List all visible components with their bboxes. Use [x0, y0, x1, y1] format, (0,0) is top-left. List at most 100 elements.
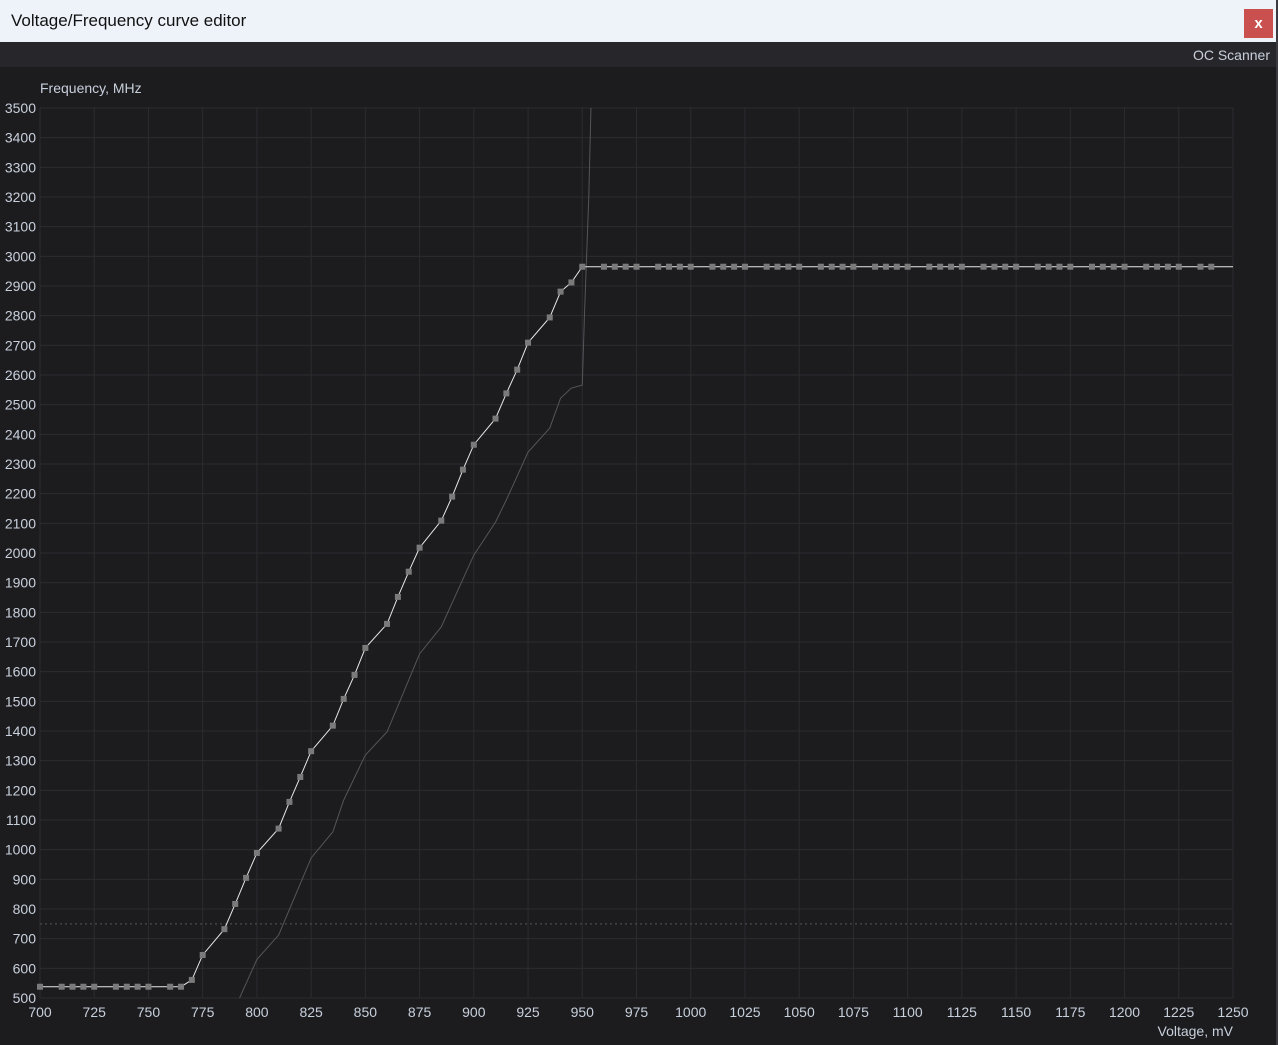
- curve-point[interactable]: [774, 263, 781, 270]
- curve-point[interactable]: [525, 339, 532, 346]
- vf-curve-chart[interactable]: 700 725 750 775 800 825 850 875 900 925 950 975 1000…: [0, 67, 1276, 1045]
- curve-point[interactable]: [492, 415, 499, 422]
- curve-point[interactable]: [351, 671, 358, 678]
- curve-point[interactable]: [676, 263, 683, 270]
- curve-point[interactable]: [221, 926, 228, 933]
- curve-point[interactable]: [188, 976, 195, 983]
- curve-point[interactable]: [731, 263, 738, 270]
- curve-point[interactable]: [58, 983, 65, 990]
- y-tick-label: 3500: [5, 100, 36, 116]
- close-button[interactable]: x: [1244, 9, 1273, 38]
- y-tick-label: 2000: [5, 545, 36, 561]
- curve-point[interactable]: [948, 263, 955, 270]
- curve-point[interactable]: [763, 263, 770, 270]
- x-tick-label: 1175: [1055, 1004, 1085, 1020]
- x-tick-label: 775: [191, 1004, 215, 1020]
- curve-point[interactable]: [611, 263, 618, 270]
- curve-point[interactable]: [69, 983, 76, 990]
- x-tick-label: 1100: [893, 1004, 923, 1020]
- curve-point[interactable]: [980, 263, 987, 270]
- curve-point[interactable]: [134, 983, 141, 990]
- curve-point[interactable]: [839, 263, 846, 270]
- curve-point[interactable]: [37, 983, 43, 990]
- curve-point[interactable]: [622, 263, 629, 270]
- curve-point[interactable]: [904, 263, 911, 270]
- curve-point[interactable]: [91, 983, 98, 990]
- curve-point[interactable]: [394, 593, 401, 600]
- curve-point[interactable]: [568, 279, 575, 286]
- curve-point[interactable]: [405, 568, 412, 575]
- curve-point[interactable]: [1099, 263, 1106, 270]
- curve-point[interactable]: [243, 874, 250, 881]
- y-tick-label: 800: [13, 901, 37, 917]
- curve-point[interactable]: [1208, 263, 1215, 270]
- curve-point[interactable]: [470, 441, 477, 448]
- curve-point[interactable]: [926, 263, 933, 270]
- curve-point[interactable]: [666, 263, 673, 270]
- curve-point[interactable]: [416, 544, 423, 551]
- curve-point[interactable]: [937, 263, 944, 270]
- curve-point[interactable]: [275, 825, 282, 832]
- curve-point[interactable]: [167, 983, 174, 990]
- curve-point[interactable]: [655, 263, 662, 270]
- curve-point[interactable]: [459, 466, 466, 473]
- curve-point[interactable]: [329, 722, 336, 729]
- curve-point[interactable]: [1034, 263, 1041, 270]
- curve-point[interactable]: [785, 263, 792, 270]
- curve-point[interactable]: [546, 314, 553, 321]
- curve-point[interactable]: [817, 263, 824, 270]
- curve-point[interactable]: [882, 263, 889, 270]
- oc-scanner-button[interactable]: OC Scanner: [1192, 47, 1270, 63]
- curve-point[interactable]: [1175, 263, 1182, 270]
- curve-point[interactable]: [112, 983, 119, 990]
- y-tick-label: 3000: [5, 248, 36, 264]
- curve-point[interactable]: [80, 983, 87, 990]
- curve-point[interactable]: [449, 493, 456, 500]
- curve-point[interactable]: [1143, 263, 1150, 270]
- curve-point[interactable]: [741, 263, 748, 270]
- curve-point[interactable]: [438, 517, 445, 524]
- curve-point[interactable]: [991, 263, 998, 270]
- curve-point[interactable]: [600, 263, 607, 270]
- curve-point[interactable]: [232, 900, 239, 907]
- curve-point[interactable]: [557, 288, 564, 295]
- curve-point[interactable]: [286, 798, 293, 805]
- curve-point[interactable]: [1013, 263, 1020, 270]
- curve-point[interactable]: [503, 390, 510, 397]
- curve-point[interactable]: [1002, 263, 1009, 270]
- curve-point[interactable]: [384, 620, 391, 627]
- curve-point[interactable]: [123, 983, 130, 990]
- curve-point[interactable]: [1164, 263, 1171, 270]
- curve-point[interactable]: [199, 951, 206, 958]
- curve-point[interactable]: [796, 263, 803, 270]
- curve-point[interactable]: [687, 263, 694, 270]
- curve-point[interactable]: [177, 983, 184, 990]
- curve-point[interactable]: [893, 263, 900, 270]
- x-tick-label: 975: [625, 1004, 649, 1020]
- curve-point[interactable]: [253, 849, 260, 856]
- curve-point[interactable]: [1045, 263, 1052, 270]
- curve-point[interactable]: [514, 366, 521, 373]
- curve-point[interactable]: [145, 983, 152, 990]
- curve-point[interactable]: [1067, 263, 1074, 270]
- curve-point[interactable]: [850, 263, 857, 270]
- curve-point[interactable]: [362, 644, 369, 651]
- curve-point[interactable]: [308, 748, 315, 755]
- curve-point[interactable]: [633, 263, 640, 270]
- curve-point[interactable]: [1121, 263, 1128, 270]
- x-tick-label: 1125: [947, 1004, 977, 1020]
- curve-point[interactable]: [1056, 263, 1063, 270]
- curve-point[interactable]: [340, 695, 347, 702]
- curve-point[interactable]: [828, 263, 835, 270]
- curve-point[interactable]: [720, 263, 727, 270]
- curve-point[interactable]: [1110, 263, 1117, 270]
- curve-point[interactable]: [709, 263, 716, 270]
- curve-point[interactable]: [579, 263, 586, 270]
- curve-point[interactable]: [872, 263, 879, 270]
- y-tick-label: 700: [13, 931, 37, 947]
- curve-point[interactable]: [1154, 263, 1161, 270]
- curve-point[interactable]: [297, 773, 304, 780]
- curve-point[interactable]: [1197, 263, 1204, 270]
- curve-point[interactable]: [958, 263, 965, 270]
- curve-point[interactable]: [1089, 263, 1096, 270]
